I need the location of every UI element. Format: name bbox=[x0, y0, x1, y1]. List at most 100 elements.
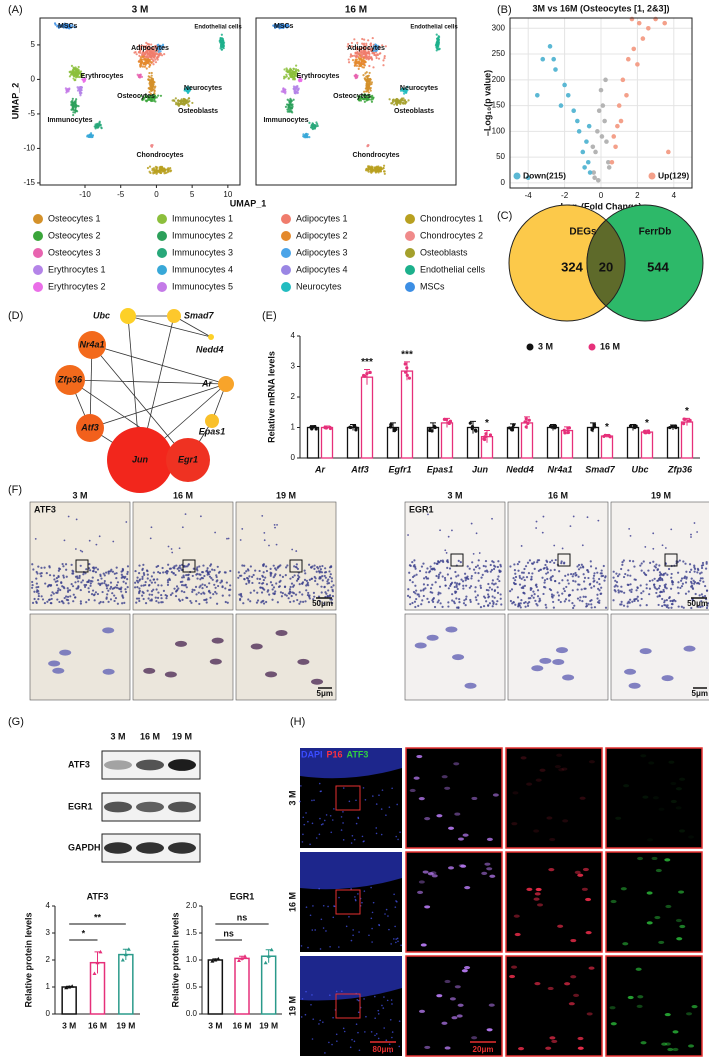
nucleus bbox=[601, 574, 605, 578]
cell-dot bbox=[146, 49, 150, 53]
nucleus bbox=[485, 588, 488, 592]
bar bbox=[207, 959, 224, 1015]
y-tick-label: 50 bbox=[496, 152, 505, 161]
nucleus bbox=[150, 590, 154, 593]
nucleus bbox=[64, 563, 68, 566]
cell-dot bbox=[150, 74, 153, 77]
nucleus bbox=[124, 588, 127, 591]
x-tick-label: 5 bbox=[190, 190, 195, 199]
nucleus bbox=[144, 602, 148, 605]
nucleus bbox=[553, 561, 556, 565]
nucleus bbox=[615, 572, 618, 575]
cell bbox=[441, 775, 448, 779]
nucleus bbox=[74, 575, 78, 578]
nucleus bbox=[207, 573, 211, 576]
x-tick-label: -2 bbox=[561, 191, 569, 200]
bar bbox=[626, 426, 640, 459]
nucleus bbox=[184, 565, 187, 568]
nucleus bbox=[574, 580, 577, 583]
cell bbox=[451, 1016, 458, 1020]
cell-dot bbox=[368, 52, 371, 56]
nucleus bbox=[191, 588, 194, 591]
replicate-dot bbox=[64, 985, 69, 990]
cell-dot bbox=[191, 101, 194, 105]
nucleus bbox=[167, 563, 170, 566]
nucleus bbox=[34, 537, 37, 540]
nucleus bbox=[320, 591, 323, 594]
nucleus bbox=[252, 573, 255, 577]
cell-dot bbox=[403, 99, 406, 102]
nucleus bbox=[468, 567, 471, 570]
cell-dot bbox=[274, 26, 277, 29]
nucleus bbox=[622, 604, 626, 607]
nucleus bbox=[161, 566, 164, 570]
nucleus bbox=[256, 599, 260, 602]
nucleus bbox=[589, 565, 593, 568]
nucleus bbox=[58, 567, 62, 571]
nucleus bbox=[371, 941, 373, 943]
significance: ns bbox=[223, 928, 234, 938]
nucleus bbox=[701, 563, 705, 567]
nucleus bbox=[544, 586, 547, 589]
nucleus bbox=[426, 567, 429, 570]
nucleus bbox=[490, 568, 494, 572]
nucleus bbox=[574, 574, 577, 577]
cell bbox=[464, 966, 471, 970]
fluorescence-image bbox=[405, 851, 503, 953]
nucleus bbox=[318, 577, 321, 580]
cell-dot bbox=[293, 71, 296, 74]
nucleus bbox=[310, 1003, 312, 1006]
nucleus bbox=[194, 585, 198, 589]
cell-dot bbox=[220, 48, 223, 51]
nucleus bbox=[146, 589, 149, 592]
nucleus bbox=[701, 561, 705, 565]
nucleus bbox=[685, 570, 688, 573]
nucleus bbox=[317, 595, 321, 598]
nucleus bbox=[335, 990, 338, 993]
nucleus bbox=[585, 604, 589, 607]
significance: *** bbox=[361, 357, 373, 368]
nucleus bbox=[655, 563, 658, 566]
nucleus bbox=[94, 571, 98, 574]
nucleus bbox=[701, 577, 704, 580]
nucleus bbox=[265, 583, 269, 586]
y-tick-label: 200 bbox=[492, 75, 506, 84]
nucleus bbox=[564, 574, 567, 577]
nucleus bbox=[587, 603, 590, 606]
nucleus bbox=[441, 605, 444, 608]
cell-dot bbox=[353, 38, 356, 41]
cell-dot bbox=[79, 75, 82, 79]
nucleus bbox=[74, 548, 77, 550]
y-tick-label: 0.0 bbox=[186, 1009, 198, 1018]
nucleus bbox=[439, 592, 442, 595]
nucleus bbox=[512, 581, 516, 585]
nucleus bbox=[389, 1018, 392, 1021]
bar bbox=[546, 426, 560, 459]
cell-dot bbox=[153, 52, 156, 56]
cell bbox=[436, 994, 443, 998]
replicate-dot bbox=[240, 956, 244, 960]
legend-label: Immunocytes 3 bbox=[172, 247, 233, 257]
nucleus bbox=[80, 581, 83, 584]
cell-dot bbox=[282, 77, 286, 80]
replicate-dot bbox=[633, 425, 637, 430]
nucleus bbox=[534, 599, 537, 602]
nucleus bbox=[307, 820, 309, 823]
cell-dot bbox=[154, 61, 158, 64]
nucleus bbox=[491, 595, 494, 598]
legend-swatch bbox=[281, 265, 291, 275]
cell-dot bbox=[77, 68, 80, 71]
nucleus bbox=[627, 569, 630, 572]
cell-dot bbox=[391, 98, 395, 101]
nucleus bbox=[276, 601, 279, 604]
cell-dot bbox=[148, 46, 151, 49]
nucleus bbox=[455, 582, 459, 585]
nucleus bbox=[260, 591, 264, 594]
nucleus bbox=[57, 575, 60, 579]
chart-title: EGR1 bbox=[230, 891, 255, 901]
nucleus bbox=[107, 572, 110, 575]
cell bbox=[668, 760, 675, 764]
legend-swatch bbox=[588, 343, 596, 351]
nucleus bbox=[550, 559, 554, 562]
nucleus bbox=[72, 570, 75, 573]
